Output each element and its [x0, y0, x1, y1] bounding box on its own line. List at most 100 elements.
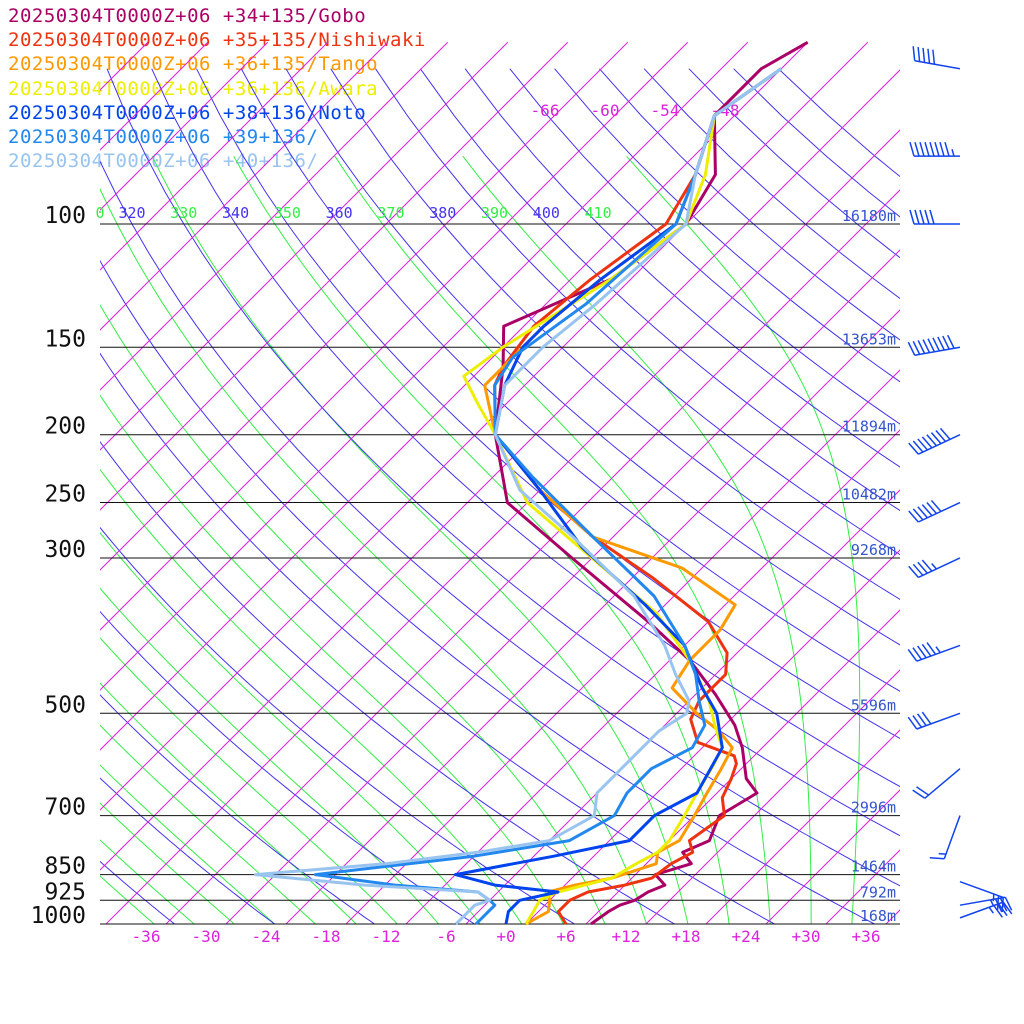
dry-adiabat-line — [100, 860, 176, 924]
x-tick-label: -30 — [192, 927, 221, 946]
theta-label: 380 — [429, 204, 456, 222]
legend-entry-6: 20250304T0000Z+06 +40+136/ — [8, 150, 319, 173]
dry-adiabat-line — [151, 68, 900, 788]
dry-adiabat-line — [100, 352, 776, 924]
x-tick-label: +6 — [556, 927, 575, 946]
x-tick-label: +12 — [612, 927, 641, 946]
profile-line-4 — [453, 67, 783, 925]
isotherm-line — [100, 41, 629, 571]
isotherm-line — [345, 369, 900, 924]
height-label: 5596m — [851, 696, 896, 714]
isotherm-line — [991, 42, 1024, 939]
wind-barb — [959, 896, 1013, 913]
moist-adiabat-line — [100, 875, 155, 924]
x-tick-label: -36 — [132, 927, 161, 946]
isotherm-line — [931, 42, 1024, 939]
pressure-label: 150 — [44, 326, 86, 352]
profile-line-0 — [493, 40, 809, 926]
dry-adiabat-line — [285, 68, 900, 646]
height-label: 792m — [860, 883, 896, 901]
x-tick-label: -6 — [436, 927, 455, 946]
pressure-label: 200 — [44, 414, 86, 440]
profile-line-6 — [253, 67, 783, 926]
pressure-label: 250 — [44, 482, 86, 508]
wind-barb — [908, 499, 961, 523]
moist-adiabat-line — [151, 155, 689, 924]
wind-barb — [907, 642, 961, 662]
theta-label: 370 — [377, 204, 404, 222]
isotherm-line — [100, 41, 809, 751]
isotherm-line — [100, 41, 569, 511]
isotherm-line — [405, 429, 900, 924]
pressure-label: 700 — [44, 795, 86, 821]
height-label: 16180m — [842, 207, 896, 225]
theta-label: 320 — [118, 204, 145, 222]
isotherm-line — [100, 41, 389, 331]
dry-adiabat-line — [419, 68, 900, 512]
height-label: 9268m — [851, 541, 896, 559]
moist-adiabat-line — [100, 394, 564, 924]
theta-label: 340 — [222, 204, 249, 222]
wind-barb — [908, 557, 961, 579]
x-tick-label: -12 — [372, 927, 401, 946]
moist-adiabat-line — [100, 637, 399, 924]
moist-adiabat-line — [100, 764, 276, 924]
x-tick-label: +36 — [852, 927, 881, 946]
isotherm-line — [100, 41, 209, 151]
pressure-label: 500 — [44, 692, 86, 718]
height-label: 11894m — [842, 418, 896, 436]
dry-adiabat-line — [330, 68, 900, 600]
moist-adiabat-line — [100, 304, 606, 924]
wind-barb — [959, 880, 1004, 912]
isobars — [100, 223, 900, 925]
wind-barb — [929, 815, 961, 860]
theta-label: 400 — [533, 204, 560, 222]
pressure-label: 1000 — [31, 903, 86, 929]
profile-line-3 — [462, 67, 783, 925]
isotherm-line — [225, 249, 900, 924]
dry-adiabat-line — [778, 68, 900, 178]
dry-adiabat-line — [599, 68, 900, 341]
isotherm-line — [525, 549, 900, 924]
isotherm-line — [100, 69, 900, 871]
dry-adiabat-line — [375, 68, 900, 556]
legend-entry-4: 20250304T0000Z+06 +38+136/Noto — [8, 101, 367, 124]
height-label: 168m — [860, 907, 896, 925]
isotherm-line — [100, 41, 749, 691]
dry-adiabat-line — [100, 160, 900, 887]
x-tick-label: -18 — [312, 927, 341, 946]
wind-barb — [959, 901, 1013, 919]
wind-barb — [908, 427, 961, 455]
x-tick-label: +0 — [496, 927, 515, 946]
height-label: 10482m — [842, 486, 896, 504]
theta-label: 390 — [481, 204, 508, 222]
moist-adiabat-line — [100, 724, 317, 924]
theta-label: 0 — [95, 204, 104, 222]
wind-barb — [907, 711, 961, 730]
axis-labels: 100 16180m 150 13653m 200 11894m 250 10482m 300 9… — [31, 101, 896, 946]
isotherm-line — [100, 41, 449, 391]
height-label: 1464m — [851, 858, 896, 876]
x-tick-label: +30 — [792, 927, 821, 946]
moist-adiabat-line — [100, 839, 195, 924]
isotherm-line — [645, 669, 900, 924]
x-tick-label: +18 — [672, 927, 701, 946]
theta-label: 410 — [585, 204, 612, 222]
isotherm-top-label: -66 — [531, 101, 560, 120]
wind-barb — [912, 768, 961, 799]
pressure-label: 850 — [44, 854, 86, 880]
pressure-label: 300 — [44, 537, 86, 563]
wind-barb — [907, 334, 961, 356]
isotherm-top-label: -60 — [591, 101, 620, 120]
isotherm-top-label: -48 — [711, 101, 740, 120]
x-tick-label: +24 — [732, 927, 761, 946]
moist-adiabat-line — [100, 187, 648, 924]
theta-label: 360 — [326, 204, 353, 222]
isotherm-line — [0, 42, 28, 939]
isotherm-line — [100, 41, 269, 211]
height-label: 13653m — [842, 330, 896, 348]
isotherm-line — [705, 729, 900, 924]
legend-entry-1: 20250304T0000Z+06 +35+135/Nishiwaki — [8, 29, 426, 52]
wind-barb — [912, 46, 961, 70]
